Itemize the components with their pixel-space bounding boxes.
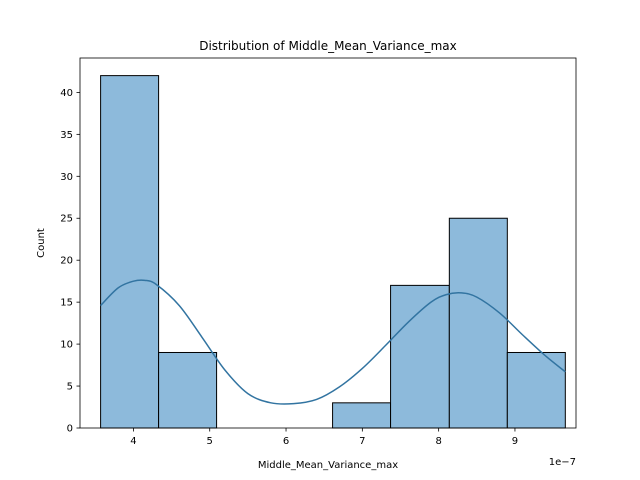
histogram-bars xyxy=(100,75,566,429)
histogram-bar xyxy=(100,75,160,429)
x-axis-offset-label: 1e−7 xyxy=(549,457,576,468)
x-axis-ticks: 4 5 6 7 8 9 xyxy=(130,428,518,447)
y-tick-label: 20 xyxy=(60,256,73,267)
histogram-bar xyxy=(506,351,566,429)
y-tick-label: 30 xyxy=(60,172,73,183)
kde-curve xyxy=(100,279,566,405)
x-tick-label: 9 xyxy=(512,436,518,447)
y-axis-label: Count xyxy=(36,228,47,258)
y-tick-label: 10 xyxy=(60,340,73,351)
x-tick-label: 7 xyxy=(359,436,365,447)
y-tick-label: 0 xyxy=(67,424,73,435)
histogram-bar xyxy=(332,402,392,429)
x-axis-label: Middle_Mean_Variance_max xyxy=(258,460,398,471)
y-axis-ticks: 0 5 10 15 20 25 30 35 40 xyxy=(60,88,80,435)
histogram-bar xyxy=(158,351,218,429)
chart-title: Distribution of Middle_Mean_Variance_max xyxy=(199,39,457,53)
y-tick-label: 40 xyxy=(60,88,73,99)
y-tick-label: 35 xyxy=(60,130,73,141)
y-tick-label: 25 xyxy=(60,214,73,225)
histogram-bar xyxy=(390,284,450,429)
histogram-bar xyxy=(448,217,508,429)
x-tick-label: 8 xyxy=(435,436,441,447)
plot-frame xyxy=(79,57,577,429)
x-tick-label: 5 xyxy=(207,436,213,447)
x-tick-label: 4 xyxy=(130,436,136,447)
y-tick-label: 5 xyxy=(67,382,73,393)
y-tick-label: 15 xyxy=(60,298,73,309)
x-tick-label: 6 xyxy=(283,436,289,447)
